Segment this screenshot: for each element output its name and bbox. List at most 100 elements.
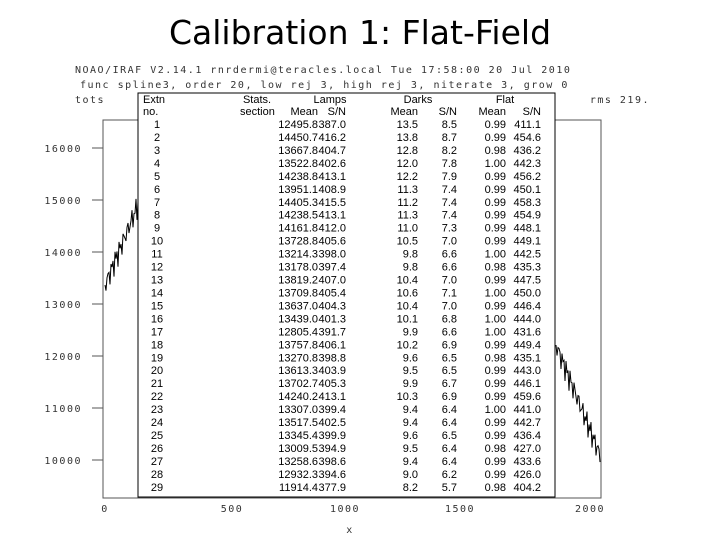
table-cell: 448.1 — [513, 223, 541, 235]
table-cell: 7 — [154, 197, 160, 209]
table-cell: 0.99 — [485, 119, 506, 131]
table-cell: 0.99 — [485, 197, 506, 209]
table-cell: 0.98 — [485, 262, 506, 274]
table-cell: 0.99 — [485, 378, 506, 390]
table-cell: 454.6 — [513, 132, 541, 144]
table-cell: 427.0 — [513, 443, 541, 455]
table-cell: 22 — [151, 391, 163, 403]
table-cell: 18 — [151, 339, 163, 351]
table-cell: 6.4 — [442, 417, 457, 429]
sub-header: S/N — [439, 106, 457, 118]
table-cell: 398.6 — [318, 456, 346, 468]
table-cell: 413.1 — [318, 210, 346, 222]
table-cell: 1 — [154, 119, 160, 131]
table-cell: 0.99 — [485, 223, 506, 235]
table-cell: 6.6 — [442, 249, 457, 261]
table-cell: 458.3 — [513, 197, 541, 209]
table-cell: 16 — [151, 313, 163, 325]
table-cell: 14 — [151, 287, 163, 299]
table-cell: 404.3 — [318, 300, 346, 312]
table-cell: 14238.8 — [278, 171, 318, 183]
table-cell: 387.0 — [318, 119, 346, 131]
table-cell: 6.6 — [442, 262, 457, 274]
table-cell: 9.4 — [403, 456, 418, 468]
x-tick-label: 1000 — [330, 504, 360, 515]
table-cell: 13667.8 — [278, 145, 318, 157]
table-cell: 442.3 — [513, 158, 541, 170]
table-cell: 29 — [151, 482, 163, 494]
y-tick-label: 15000 — [44, 196, 82, 207]
table-cell: 426.0 — [513, 469, 541, 481]
y-tick-label: 11000 — [44, 404, 82, 415]
table-cell: 9.9 — [403, 378, 418, 390]
table-cell: 7.4 — [442, 210, 457, 222]
background-plot: NOAO/IRAF V2.14.1 rnrdermi@teracles.loca… — [44, 65, 650, 536]
table-cell: 398.0 — [318, 249, 346, 261]
table-cell: 398.8 — [318, 352, 346, 364]
table-cell: 7.4 — [442, 197, 457, 209]
table-cell: 9.5 — [403, 443, 418, 455]
table-cell: 0.98 — [485, 482, 506, 494]
y-tick-label: 10000 — [44, 456, 82, 467]
x-tick-label: 0 — [101, 504, 109, 515]
table-cell: 399.9 — [318, 430, 346, 442]
spectrum-trace — [555, 344, 601, 463]
table-cell: 394.9 — [318, 443, 346, 455]
table-cell: 446.4 — [513, 300, 541, 312]
table-cell: 12932.3 — [278, 469, 318, 481]
table-cell: 4 — [154, 158, 160, 170]
table-cell: 450.0 — [513, 287, 541, 299]
table-cell: 0.99 — [485, 275, 506, 287]
table-cell: 10.4 — [397, 275, 418, 287]
table-cell: 9.6 — [403, 352, 418, 364]
table-cell: 0.98 — [485, 443, 506, 455]
table-cell: 12.8 — [397, 145, 418, 157]
table-cell: 0.99 — [485, 339, 506, 351]
table-cell: 431.6 — [513, 326, 541, 338]
table-cell: 6.4 — [442, 404, 457, 416]
spectrum-trace — [104, 198, 139, 291]
table-cell: 1.00 — [485, 287, 506, 299]
table-cell: 9.9 — [403, 326, 418, 338]
table-cell: 14405.3 — [278, 197, 318, 209]
y-tick-label: 12000 — [44, 352, 82, 363]
table-cell: 13728.8 — [278, 236, 318, 248]
table-cell: 405.6 — [318, 236, 346, 248]
table-cell: 13757.8 — [278, 339, 318, 351]
table-cell: 413.1 — [318, 391, 346, 403]
table-cell: 13258.6 — [278, 456, 318, 468]
table-cell: 13702.7 — [278, 378, 318, 390]
table-cell: 441.0 — [513, 404, 541, 416]
table-cell: 6.8 — [442, 313, 457, 325]
table-cell: 436.4 — [513, 430, 541, 442]
table-cell: 13 — [151, 275, 163, 287]
table-cell: 13439.0 — [278, 313, 318, 325]
table-cell: 447.5 — [513, 275, 541, 287]
table-cell: 13214.3 — [278, 249, 318, 261]
table-cell: 13613.3 — [278, 365, 318, 377]
table-cell: 435.1 — [513, 352, 541, 364]
table-cell: 6.5 — [442, 365, 457, 377]
table-cell: 402.6 — [318, 158, 346, 170]
table-cell: 10.6 — [397, 287, 418, 299]
table-cell: 6 — [154, 184, 160, 196]
table-cell: 8.7 — [442, 132, 457, 144]
table-cell: 433.6 — [513, 456, 541, 468]
table-cell: 459.6 — [513, 391, 541, 403]
table-cell: 6.2 — [442, 469, 457, 481]
table-cell: 0.99 — [485, 171, 506, 183]
table-cell: 10 — [151, 236, 163, 248]
table-cell: 6.4 — [442, 443, 457, 455]
table-cell: 17 — [151, 326, 163, 338]
table-cell: 435.3 — [513, 262, 541, 274]
table-cell: 13178.0 — [278, 262, 318, 274]
table-cell: 24 — [151, 417, 163, 429]
table-cell: 443.0 — [513, 365, 541, 377]
plot-header: rms 219. — [590, 95, 650, 106]
table-cell: 9 — [154, 223, 160, 235]
group-header: Flat — [496, 94, 514, 106]
table-cell: 449.1 — [513, 236, 541, 248]
table-cell: 403.9 — [318, 365, 346, 377]
slide-title: Calibration 1: Flat-Field — [169, 13, 551, 52]
table-cell: 9.5 — [403, 365, 418, 377]
